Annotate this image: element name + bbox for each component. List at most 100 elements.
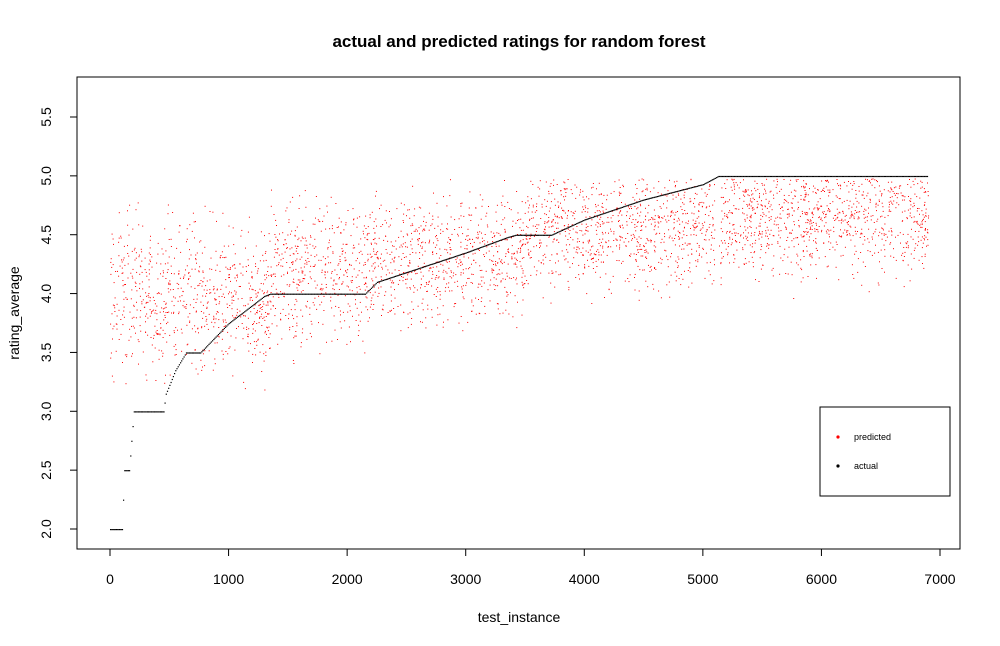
predicted-point <box>587 240 589 242</box>
predicted-point <box>270 301 272 303</box>
predicted-point <box>230 292 232 294</box>
predicted-point <box>598 254 600 256</box>
predicted-point <box>583 208 585 210</box>
predicted-point <box>566 217 568 219</box>
predicted-point <box>513 263 515 265</box>
predicted-point <box>455 259 457 261</box>
predicted-point <box>679 245 681 247</box>
predicted-point <box>402 280 404 282</box>
predicted-point <box>735 241 737 243</box>
predicted-point <box>921 247 923 249</box>
predicted-point <box>460 272 462 274</box>
predicted-point <box>217 311 219 313</box>
predicted-point <box>161 248 163 250</box>
predicted-point <box>671 253 672 254</box>
predicted-point <box>198 270 200 272</box>
predicted-point <box>626 215 627 217</box>
predicted-point <box>200 280 202 281</box>
actual-point <box>700 184 702 186</box>
predicted-point <box>727 217 729 219</box>
actual-point <box>692 186 694 189</box>
predicted-point <box>122 280 124 281</box>
predicted-point <box>118 275 120 277</box>
predicted-point <box>647 239 649 241</box>
predicted-point <box>699 253 700 255</box>
predicted-point <box>302 237 304 239</box>
predicted-point <box>138 224 140 226</box>
actual-point <box>714 177 716 179</box>
predicted-point <box>221 251 223 253</box>
predicted-point <box>449 247 451 248</box>
predicted-point <box>802 277 804 279</box>
predicted-point <box>369 253 371 255</box>
actual-point <box>906 175 908 178</box>
predicted-point <box>414 208 416 210</box>
actual-point <box>594 216 596 218</box>
predicted-point <box>367 233 369 235</box>
predicted-point <box>429 241 430 243</box>
actual-point <box>401 273 403 275</box>
predicted-point <box>313 247 315 249</box>
predicted-point <box>591 187 592 189</box>
predicted-point <box>339 277 340 278</box>
predicted-point <box>803 198 805 200</box>
predicted-point <box>394 256 396 258</box>
predicted-point <box>195 259 197 261</box>
predicted-point <box>277 240 279 242</box>
actual-point <box>855 175 857 178</box>
predicted-point <box>660 242 662 244</box>
predicted-point <box>621 237 623 239</box>
predicted-point <box>667 190 669 192</box>
predicted-point <box>202 317 204 319</box>
predicted-point <box>682 230 684 232</box>
predicted-point <box>496 220 498 222</box>
predicted-point <box>254 313 256 315</box>
predicted-point <box>258 304 260 306</box>
predicted-point <box>616 207 618 209</box>
predicted-point <box>917 183 919 185</box>
actual-point <box>621 206 623 208</box>
predicted-point <box>394 289 395 291</box>
predicted-point <box>355 260 357 262</box>
predicted-point <box>205 320 207 322</box>
predicted-point <box>361 311 362 313</box>
predicted-point <box>289 248 291 250</box>
predicted-point <box>918 230 920 232</box>
predicted-point <box>419 233 420 235</box>
predicted-point <box>775 224 777 226</box>
actual-point <box>823 175 825 178</box>
predicted-point <box>275 219 277 221</box>
actual-point <box>795 175 797 178</box>
predicted-point <box>523 287 525 289</box>
predicted-point <box>573 247 575 249</box>
predicted-point <box>477 286 479 288</box>
predicted-point <box>557 227 559 229</box>
predicted-point <box>355 320 357 321</box>
predicted-point <box>591 258 593 260</box>
predicted-point <box>275 252 277 254</box>
predicted-point <box>697 261 699 263</box>
predicted-point <box>690 234 692 236</box>
predicted-point <box>160 263 162 265</box>
predicted-point <box>609 281 611 283</box>
predicted-point <box>419 238 420 239</box>
predicted-point <box>486 246 488 248</box>
predicted-point <box>536 245 537 247</box>
actual-point <box>754 175 756 178</box>
predicted-point <box>362 230 364 232</box>
predicted-point <box>582 196 584 198</box>
predicted-point <box>478 299 479 300</box>
predicted-point <box>787 236 789 238</box>
predicted-point <box>910 204 912 206</box>
predicted-point <box>524 283 526 285</box>
predicted-point <box>445 260 447 262</box>
predicted-point <box>432 273 434 275</box>
predicted-point <box>588 242 590 244</box>
predicted-point <box>440 255 442 256</box>
predicted-point <box>304 251 306 253</box>
predicted-point <box>808 219 809 221</box>
actual-point <box>597 214 599 217</box>
predicted-point <box>602 207 604 208</box>
predicted-point <box>772 275 774 277</box>
actual-point <box>330 293 332 295</box>
